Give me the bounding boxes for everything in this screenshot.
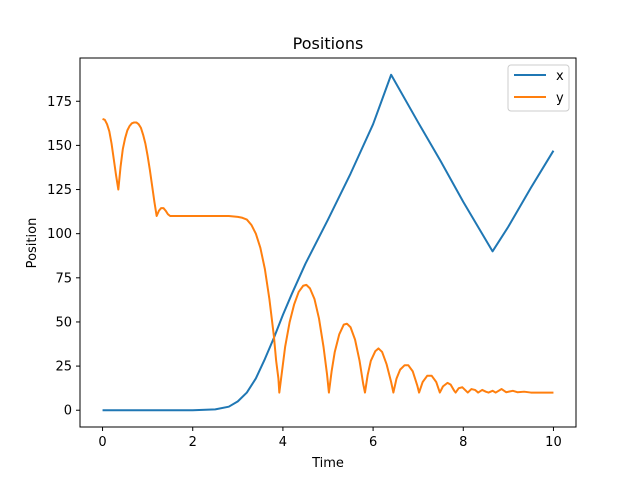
y-tick-label: 0	[64, 404, 72, 419]
x-tick-label: 6	[369, 435, 377, 450]
x-tick-label: 4	[279, 435, 287, 450]
legend-label-y: y	[556, 91, 564, 106]
series-line-x	[102, 73, 555, 412]
y-tick-label: 75	[55, 271, 72, 286]
legend: x y	[507, 64, 570, 112]
chart-title: Positions	[293, 34, 364, 53]
series-line-y	[102, 117, 554, 394]
series-layer	[102, 73, 555, 412]
x-tick-label: 2	[189, 435, 197, 450]
y-tick-label: 100	[47, 227, 72, 242]
y-tick-label: 50	[55, 315, 72, 330]
y-tick-label: 25	[55, 360, 72, 375]
plot-area-frame	[79, 57, 577, 428]
legend-label-x: x	[556, 69, 564, 84]
y-tick-label: 175	[47, 95, 72, 110]
y-tick-label: 150	[47, 139, 72, 154]
legend-box	[507, 64, 570, 112]
y-axis-label: Position	[25, 218, 40, 269]
x-axis-label: Time	[311, 456, 344, 471]
y-tick-label: 125	[47, 183, 72, 198]
x-tick-label: 0	[98, 435, 106, 450]
x-tick-label: 8	[459, 435, 467, 450]
x-tick-label: 10	[545, 435, 562, 450]
